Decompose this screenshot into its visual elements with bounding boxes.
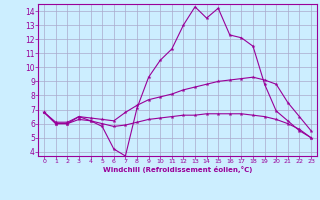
X-axis label: Windchill (Refroidissement éolien,°C): Windchill (Refroidissement éolien,°C) xyxy=(103,166,252,173)
